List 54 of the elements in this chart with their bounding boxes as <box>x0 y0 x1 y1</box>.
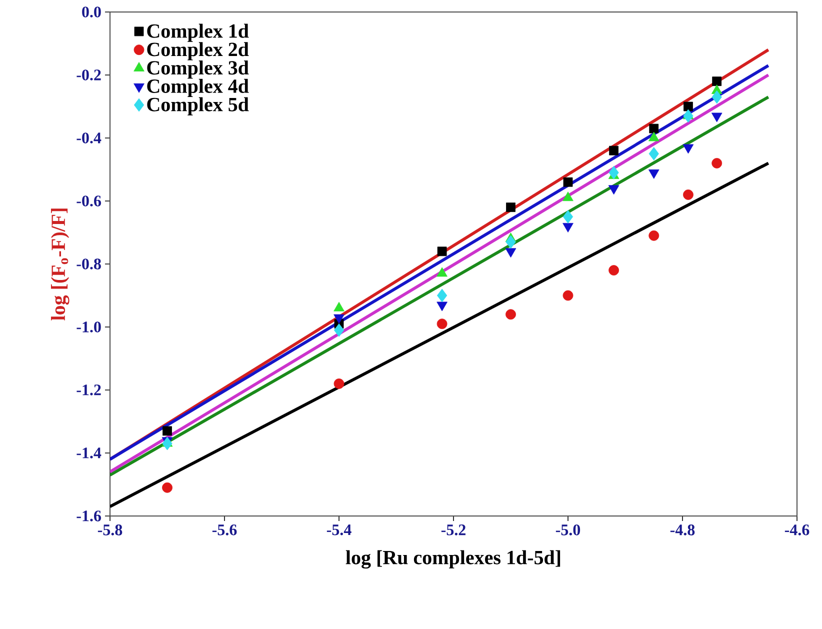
x-tick-label: -5.4 <box>326 524 352 536</box>
x-tick-label: -5.6 <box>212 524 237 536</box>
point <box>712 90 722 104</box>
point <box>609 146 618 156</box>
point <box>608 166 619 180</box>
point <box>334 378 344 389</box>
point <box>712 76 722 86</box>
point <box>648 230 660 241</box>
point <box>437 246 447 256</box>
y-tick-label: 0.0 <box>82 6 101 18</box>
y-tick-label: -1.4 <box>76 448 102 458</box>
point <box>436 288 448 302</box>
x-tick-label: -4.6 <box>784 524 810 536</box>
y-tick-label: -1.2 <box>76 384 101 396</box>
x-tick-label: -4.8 <box>670 524 695 536</box>
y-axis-title: log [(F$_{o}$-F)/F] <box>50 208 70 320</box>
point <box>648 147 659 160</box>
point <box>562 192 574 202</box>
x-tick-label: -5.2 <box>441 524 466 536</box>
point <box>506 235 516 249</box>
point <box>562 290 574 301</box>
point <box>683 109 694 123</box>
point <box>608 265 619 276</box>
x-tick-label: -5.0 <box>556 524 580 536</box>
point <box>562 222 574 232</box>
point <box>162 426 172 436</box>
y-tick-label: -1.6 <box>76 510 102 522</box>
point <box>334 314 344 324</box>
x-axis-title: log [Ru complexes 1d-5d] <box>346 550 560 569</box>
point <box>162 436 172 450</box>
point <box>683 189 694 200</box>
point <box>649 124 659 134</box>
point <box>436 267 448 277</box>
point <box>506 202 516 212</box>
point <box>648 132 660 142</box>
point <box>436 318 448 330</box>
legend-label: Complex 3d <box>147 60 249 79</box>
point <box>562 210 574 224</box>
point <box>563 177 573 187</box>
y-tick-label: -0.4 <box>76 132 102 144</box>
point <box>334 323 344 337</box>
y-tick-label: -1.0 <box>76 322 101 332</box>
legend-label: Complex 1d <box>147 24 249 42</box>
point <box>162 482 172 493</box>
x-tick-label: -5.8 <box>98 524 122 536</box>
point <box>712 158 722 168</box>
point <box>684 102 693 112</box>
y-tick-label: -0.2 <box>76 70 101 80</box>
legend-label: Complex 2d <box>147 42 249 60</box>
legend-label: Complex 5d <box>147 97 249 116</box>
y-tick-label: -0.6 <box>76 196 102 206</box>
y-tick-label: -0.8 <box>76 258 101 270</box>
legend-label: Complex 4d <box>147 78 249 98</box>
point <box>506 309 516 320</box>
